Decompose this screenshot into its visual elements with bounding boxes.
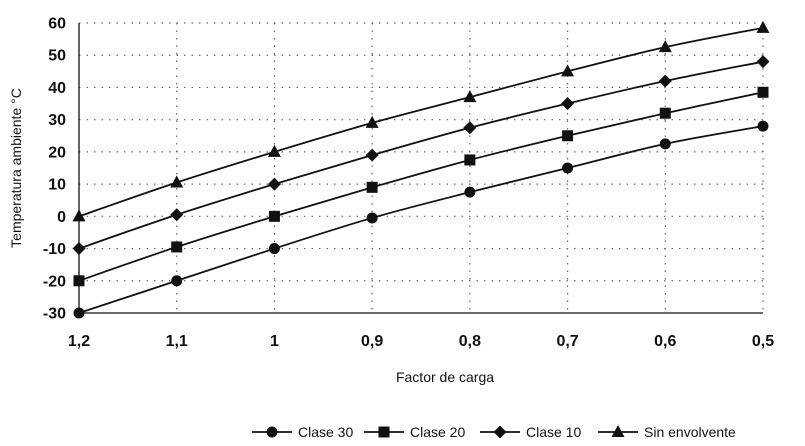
legend-label: Sin envolvente xyxy=(644,424,736,440)
y-tick-label: -10 xyxy=(43,241,66,258)
data-point-clase-20 xyxy=(268,210,280,222)
data-point-clase-10 xyxy=(561,97,575,111)
y-axis-title: Temperatura ambiente °C xyxy=(8,88,24,248)
y-tick-label: 30 xyxy=(48,112,66,129)
data-point-sin-envolvente xyxy=(170,175,184,188)
grid-lines xyxy=(79,22,764,313)
y-tick-label: -30 xyxy=(43,306,66,323)
y-tick-label: 10 xyxy=(48,177,66,194)
series-line-clase-30 xyxy=(78,125,764,314)
y-tick-labels: 60 50 40 30 20 10 0 -10 -20 -30 xyxy=(43,16,66,323)
series-group xyxy=(72,20,770,319)
legend-marker-sin-envolvente xyxy=(611,425,625,437)
data-point-clase-30 xyxy=(73,307,85,319)
data-point-clase-30 xyxy=(659,138,671,150)
axes xyxy=(78,23,763,314)
data-point-clase-20 xyxy=(562,130,574,142)
y-tick-label: 40 xyxy=(48,80,66,97)
x-tick-label: 0,8 xyxy=(459,333,481,350)
data-point-clase-20 xyxy=(366,181,378,193)
data-point-sin-envolvente xyxy=(72,209,86,222)
x-tick-labels: 1,2 1,1 1 0,9 0,8 0,7 0,6 0,5 xyxy=(68,333,774,350)
legend-marker-clase-30 xyxy=(266,426,278,438)
data-point-sin-envolvente xyxy=(267,144,281,157)
data-point-clase-10 xyxy=(756,55,770,69)
data-point-clase-30 xyxy=(171,275,183,287)
x-axis-title: Factor de carga xyxy=(396,369,494,385)
legend-label: Clase 20 xyxy=(410,424,465,440)
x-tick-label: 0,9 xyxy=(361,333,383,350)
y-tick-label: 20 xyxy=(48,144,66,161)
data-point-sin-envolvente xyxy=(561,64,575,77)
data-point-clase-10 xyxy=(463,121,477,135)
legend-label: Clase 30 xyxy=(298,424,353,440)
data-point-clase-10 xyxy=(170,208,184,222)
x-tick-label: 1,1 xyxy=(166,333,188,350)
legend-item-clase-20: Clase 20 xyxy=(364,424,465,440)
data-point-clase-20 xyxy=(464,154,476,166)
data-point-sin-envolvente xyxy=(658,40,672,53)
data-point-clase-30 xyxy=(464,186,476,198)
legend-marker-clase-10 xyxy=(493,425,507,439)
series-line-clase-10 xyxy=(78,60,764,250)
data-point-clase-20 xyxy=(757,86,769,98)
y-tick-label: -20 xyxy=(43,273,66,290)
data-point-clase-10 xyxy=(72,242,86,256)
data-point-clase-20 xyxy=(659,107,671,119)
data-point-clase-10 xyxy=(267,177,281,191)
data-point-clase-10 xyxy=(658,74,672,88)
legend-label: Clase 10 xyxy=(526,424,581,440)
data-point-sin-envolvente xyxy=(756,20,770,33)
series-line-sin-envolvente xyxy=(78,26,764,218)
data-point-clase-30 xyxy=(366,212,378,224)
data-point-clase-30 xyxy=(562,162,574,174)
x-tick-label: 0,7 xyxy=(556,333,578,350)
data-point-clase-30 xyxy=(757,120,769,132)
x-tick-label: 1 xyxy=(270,333,279,350)
data-point-clase-30 xyxy=(268,243,280,255)
data-point-sin-envolvente xyxy=(463,90,477,103)
x-tick-label: 0,5 xyxy=(752,333,774,350)
legend-item-clase-30: Clase 30 xyxy=(252,424,353,440)
y-tick-label: 0 xyxy=(57,209,66,226)
legend-item-sin-envolvente: Sin envolvente xyxy=(598,424,736,440)
legend-marker-clase-20 xyxy=(378,426,390,438)
series-line-clase-20 xyxy=(78,91,764,282)
legend: Clase 30 Clase 20 Clase 10 Sin envolvente xyxy=(252,424,736,440)
data-point-clase-20 xyxy=(171,241,183,253)
data-point-clase-20 xyxy=(73,275,85,287)
data-point-sin-envolvente xyxy=(365,115,379,128)
data-point-clase-10 xyxy=(365,148,379,162)
y-tick-label: 60 xyxy=(48,16,66,33)
x-tick-label: 0,6 xyxy=(654,333,676,350)
legend-item-clase-10: Clase 10 xyxy=(480,424,581,440)
x-tick-label: 1,2 xyxy=(68,333,90,350)
y-tick-label: 50 xyxy=(48,48,66,65)
